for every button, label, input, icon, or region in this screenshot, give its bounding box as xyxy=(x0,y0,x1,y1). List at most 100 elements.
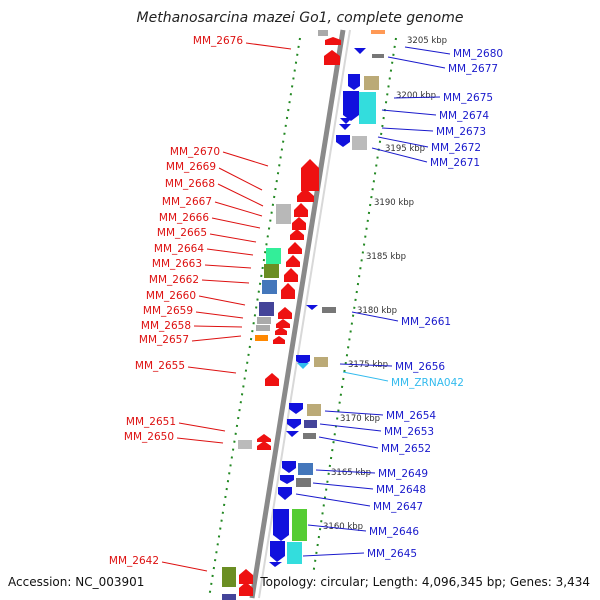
leader-line xyxy=(302,552,365,557)
kbp-tick: 3185 kbp xyxy=(366,252,406,262)
gene-block xyxy=(292,509,307,541)
gene-arrow xyxy=(282,461,296,473)
leader-line xyxy=(377,136,429,148)
genome-backbone xyxy=(249,29,346,599)
gene-block xyxy=(314,357,328,367)
gene-label-mm-2665: MM_2665 xyxy=(157,227,207,239)
gene-label-mm-2680: MM_2680 xyxy=(453,48,503,60)
forward-features xyxy=(222,30,341,596)
gene-arrow xyxy=(239,582,253,596)
gene-block xyxy=(371,30,385,34)
gene-block xyxy=(307,404,321,416)
map-title: Methanosarcina mazei Go1, complete genom… xyxy=(137,10,464,26)
gene-label-mm-2667: MM_2667 xyxy=(162,196,212,208)
kbp-tick: 3200 kbp xyxy=(396,91,436,101)
gene-arrow xyxy=(284,268,298,282)
gene-arrow xyxy=(289,403,303,414)
gene-arrow xyxy=(324,50,340,65)
gene-block xyxy=(303,433,316,439)
kbp-tick: 3165 kbp xyxy=(331,468,371,478)
gene-arrow xyxy=(269,562,282,567)
gene-arrow xyxy=(343,91,359,121)
leader-line xyxy=(201,279,250,284)
leader-line xyxy=(324,410,384,416)
gene-label-mm-2650: MM_2650 xyxy=(124,431,174,443)
gene-block xyxy=(222,594,236,600)
gene-arrow xyxy=(265,373,279,386)
leader-line xyxy=(319,423,382,432)
gene-arrow xyxy=(339,124,351,130)
left-gene-labels: MM_2676 MM_2670 MM_2669 MM_2668 MM_2667 … xyxy=(109,35,292,572)
leader-line xyxy=(315,469,376,474)
gene-arrow xyxy=(290,229,304,240)
kbp-tick: 3195 kbp xyxy=(385,144,425,154)
gene-label-mm-2666: MM_2666 xyxy=(159,212,209,224)
gene-block xyxy=(255,335,268,341)
leader-line xyxy=(222,151,269,167)
accession-text: Accession: NC_003901 xyxy=(8,575,144,589)
gene-block xyxy=(238,440,252,449)
gene-block xyxy=(276,204,291,224)
leader-line xyxy=(195,311,244,319)
gene-arrow xyxy=(273,509,289,541)
gene-arrow xyxy=(270,541,285,562)
gene-label-mm-2656: MM_2656 xyxy=(395,361,445,373)
gene-label-mm-2648: MM_2648 xyxy=(376,484,426,496)
gene-arrow xyxy=(275,327,287,335)
gene-arrow xyxy=(276,319,290,328)
gene-label-mm-2677: MM_2677 xyxy=(448,63,498,75)
gene-arrow xyxy=(301,159,319,191)
gene-label-mm-2671: MM_2671 xyxy=(430,157,480,169)
leader-line xyxy=(217,183,264,207)
gene-arrow xyxy=(280,475,294,484)
right-gene-labels: MM_2680 MM_2677 MM_2675 MM_2674 MM_2673 … xyxy=(295,46,503,560)
gene-label-mm-2670: MM_2670 xyxy=(170,146,220,158)
gene-block xyxy=(256,325,270,331)
gene-label-mm-2674: MM_2674 xyxy=(439,110,489,122)
gene-arrow xyxy=(292,217,306,230)
gene-label-mm-2662: MM_2662 xyxy=(149,274,199,286)
gene-label-mm-2676: MM_2676 xyxy=(193,35,243,47)
gene-arrow xyxy=(286,431,299,437)
gene-label-mm-2668: MM_2668 xyxy=(165,178,215,190)
leader-line xyxy=(318,436,379,449)
gene-arrow xyxy=(278,487,292,500)
gene-label-mm-2660: MM_2660 xyxy=(146,290,196,302)
gene-block xyxy=(259,302,274,316)
leader-line xyxy=(187,366,237,374)
gene-block xyxy=(318,30,328,36)
gene-label-mm-2651: MM_2651 xyxy=(126,416,176,428)
gene-arrow xyxy=(336,135,350,147)
gene-block xyxy=(262,280,277,294)
leader-line xyxy=(198,295,246,306)
leader-line xyxy=(204,264,252,269)
gene-block xyxy=(296,478,311,487)
kbp-tick: 3180 kbp xyxy=(357,306,397,316)
gene-label-mm-2645: MM_2645 xyxy=(367,548,417,560)
gene-arrow xyxy=(306,305,318,310)
leader-line xyxy=(381,127,434,132)
gene-label-mm-2675: MM_2675 xyxy=(443,92,493,104)
leader-line xyxy=(387,56,446,69)
leader-line xyxy=(393,96,441,99)
topology-text: Topology: circular; Length: 4,096,345 bp… xyxy=(259,575,590,589)
leader-line xyxy=(176,437,224,444)
gene-label-mm-2655: MM_2655 xyxy=(135,360,185,372)
gene-arrow xyxy=(278,307,292,319)
gene-arrow xyxy=(340,118,352,124)
leader-line xyxy=(245,42,292,50)
leader-line xyxy=(206,248,254,256)
leader-line xyxy=(312,482,374,490)
gene-label-mm-2649: MM_2649 xyxy=(378,468,428,480)
leader-line xyxy=(218,167,263,191)
gene-label-mm-2672: MM_2672 xyxy=(431,142,481,154)
gene-label-mm-zrna042: MM_ZRNA042 xyxy=(391,377,464,389)
gene-block xyxy=(287,542,302,564)
gene-block xyxy=(352,136,367,150)
kbp-tick: 3190 kbp xyxy=(374,198,414,208)
gene-label-mm-2642: MM_2642 xyxy=(109,555,159,567)
gene-arrow xyxy=(287,419,301,429)
leader-line xyxy=(351,311,399,322)
gene-block xyxy=(298,463,313,475)
